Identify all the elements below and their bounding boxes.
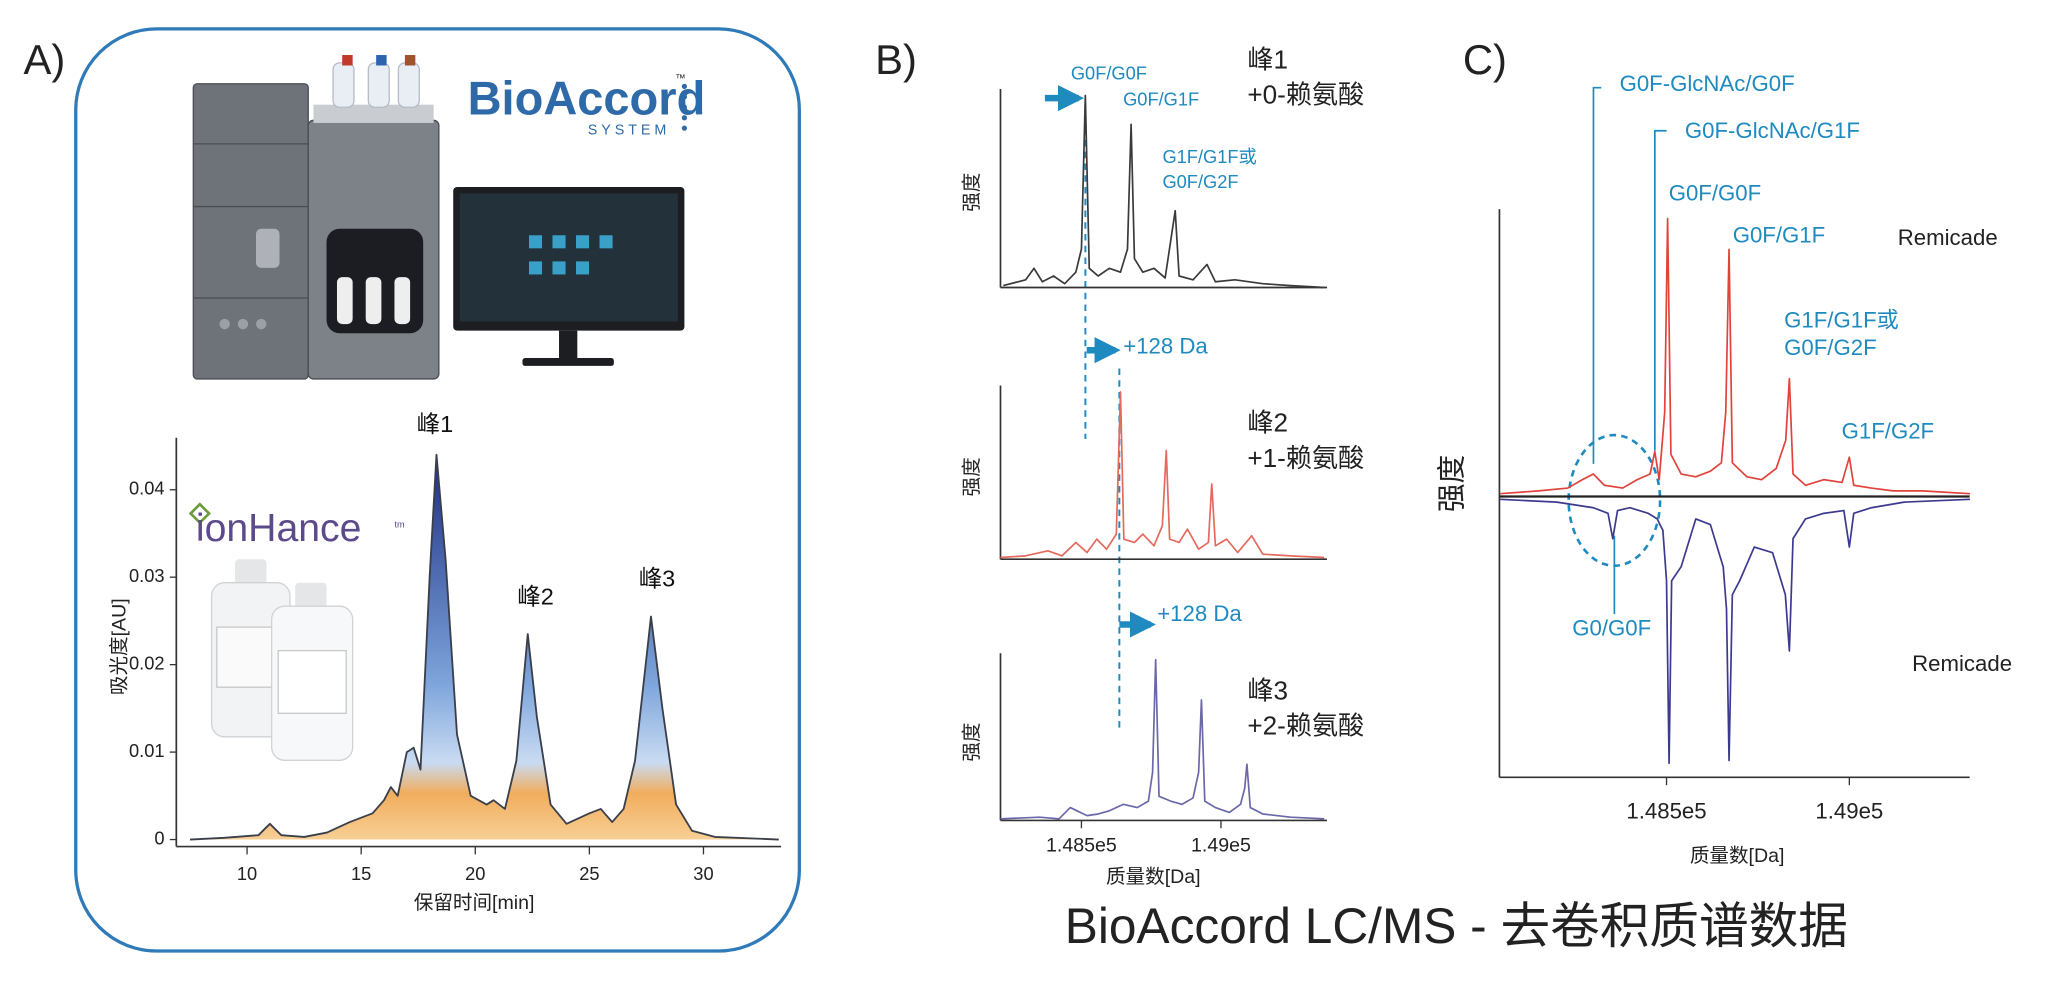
y-tick-label: 0.03 [129,565,165,586]
legend-label: Remicade [1898,225,1998,250]
peak-label: 峰2 [1247,408,1288,438]
y-axis-label: 强度 [961,722,983,761]
shift-label: +128 Da [1157,601,1242,626]
annotation: G0F/G0F [1669,181,1761,206]
y-tick-label: 0.01 [129,740,165,761]
annotation: G0F-GlcNAc/G0F [1620,71,1795,96]
x-tick-label: 30 [693,863,713,884]
x-tick-label: 1.485e5 [1626,798,1706,823]
annotation: G0F-GlcNAc/G1F [1685,118,1860,143]
annotation: G0F/G2F [1162,171,1238,192]
annotation: G0F/G1F [1123,89,1199,110]
annotation: G0F/G2F [1784,335,1876,360]
caption: BioAccord LC/MS - 去卷积质谱数据 [1065,898,1848,954]
shift-label: +128 Da [1123,333,1208,358]
annotation: G1F/G1F或 [1784,307,1899,332]
annotation: G0/G0F [1572,616,1651,641]
x-tick-label: 15 [351,863,371,884]
series-line [1000,658,1325,820]
brand-logo-sub: SYSTEM [588,123,671,139]
annotation: 峰1 [417,411,454,437]
y-axis-label: 强度 [961,457,983,496]
panel-frame [74,27,801,953]
x-axis-label: 保留时间[min] [414,892,535,914]
legend-label: Remicade [1912,651,2012,676]
ionhance-logo-tm: tm [394,520,404,530]
panel-label: A) [24,36,66,83]
ionhance-icon [188,502,211,525]
brand-logo: BioAccord [468,71,706,124]
lysine-label: +0-赖氨酸 [1247,80,1364,110]
shift-arrows [1044,85,1156,638]
series-line [1003,94,1325,289]
lysine-label: +2-赖氨酸 [1247,711,1364,741]
annotation: 峰3 [639,565,676,591]
y-axis-label: 吸光度[AU] [108,598,130,695]
annotation: G1F/G1F或 [1162,146,1256,167]
x-tick-label: 1.485e5 [1046,835,1117,857]
reagent-bottles [210,559,354,761]
ionhance-logo: ionHance [196,507,362,550]
annotation: G0F/G0F [1071,62,1147,83]
x-tick-label: 25 [579,863,599,884]
panel-label: C) [1463,36,1507,83]
x-axis-label: 质量数[Da] [1690,845,1785,867]
peak-label: 峰3 [1247,675,1288,705]
y-axis-label: 强度 [961,173,983,212]
lysine-label: +1-赖氨酸 [1247,443,1364,473]
series-line [189,453,779,841]
x-axis-label: 质量数[Da] [1106,866,1201,888]
series-line [1500,498,1971,765]
x-tick-label: 1.49e5 [1191,835,1251,857]
x-tick-label: 10 [237,863,257,884]
series-line [1500,217,1971,495]
annotation: 峰2 [517,584,554,610]
y-tick-label: 0.02 [129,652,165,673]
instrument-illustration [192,55,685,380]
leader-lines [1567,86,1667,615]
x-tick-label: 1.49e5 [1815,798,1883,823]
annotation: G0F/G1F [1733,222,1825,247]
annotation: G1F/G2F [1842,418,1934,443]
y-tick-label: 0 [154,827,164,848]
shift-guides [1084,104,1121,732]
series-line [1000,391,1325,559]
x-tick-label: 20 [465,863,485,884]
panel-label: B) [875,36,917,83]
y-tick-label: 0.04 [129,478,165,499]
logo-dots [681,83,688,131]
brand-logo-tm: ™ [675,73,685,84]
peak-label: 峰1 [1247,44,1288,74]
y-axis-label: 强度 [1436,455,1468,512]
